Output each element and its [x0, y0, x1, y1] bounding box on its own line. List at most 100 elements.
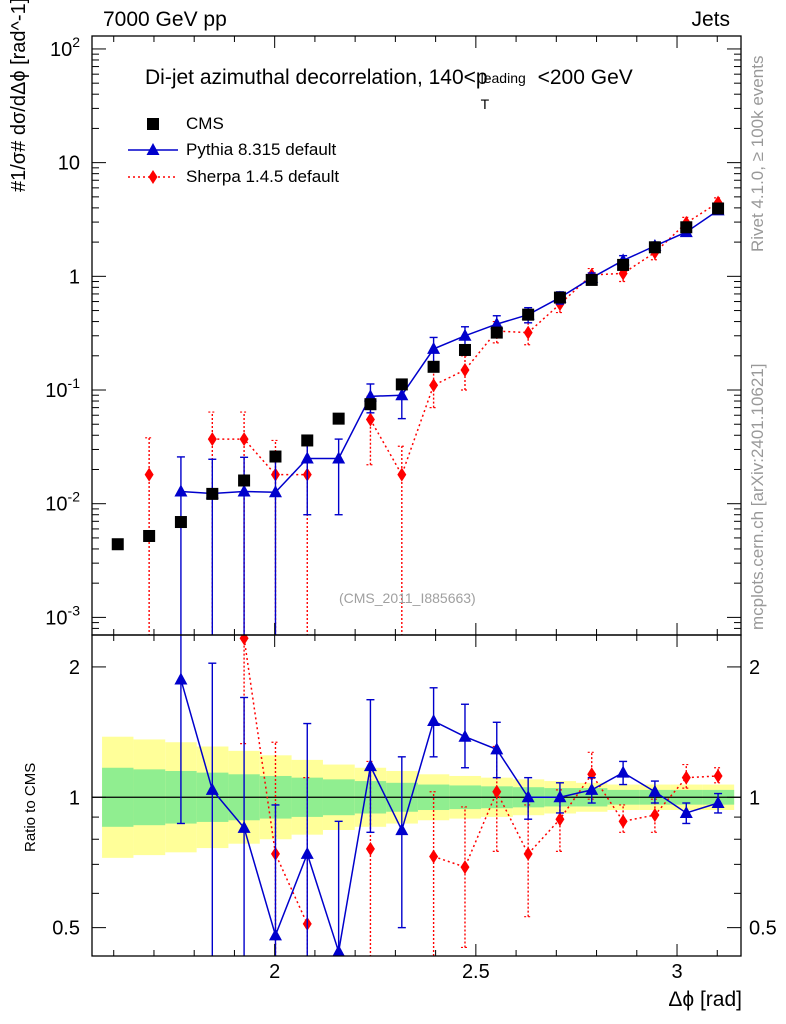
legend-marker-sherpa	[148, 170, 158, 184]
side-label-mcplots: mcplots.cern.ch [arXiv:2401.10621]	[748, 363, 767, 630]
chart-title: Di-jet azimuthal decorrelation, 140<p lea…	[145, 66, 633, 112]
cms-point	[490, 326, 503, 339]
pythia-ratio-point	[427, 714, 441, 727]
sherpa-ratio-point	[650, 808, 660, 823]
side-label-rivet: Rivet 4.1.0, ≥ 100k events	[748, 55, 767, 252]
sherpa-ratio-point	[681, 770, 691, 785]
cms-point	[712, 202, 725, 215]
ratio-y-tick-label-left: 2	[69, 657, 80, 679]
ratio-panel	[92, 635, 741, 956]
pythia-line	[180, 209, 719, 495]
ratio-y-tick-label-right: 0.5	[749, 918, 777, 940]
header-left-label: 7000 GeV pp	[103, 8, 227, 31]
cms-point	[301, 434, 314, 447]
main-y-tick-label: 10-3	[45, 602, 80, 629]
sherpa-point	[144, 467, 154, 482]
pythia-ratio-point	[363, 759, 377, 772]
pythia-point	[395, 388, 409, 401]
pythia-ratio-point	[268, 928, 282, 941]
pythia-point	[332, 451, 346, 464]
sherpa-ratio-point	[555, 812, 565, 827]
cms-point	[332, 412, 345, 425]
ratio-y-tick-label-left: 0.5	[52, 918, 80, 940]
legend-entry-sherpa: Sherpa 1.4.5 default	[186, 167, 340, 186]
legend-marker-cms	[147, 118, 159, 130]
sherpa-ratio-point	[492, 784, 502, 799]
cms-point	[143, 529, 156, 542]
pythia-ratio-point	[395, 823, 409, 836]
sherpa-point	[207, 432, 217, 447]
cms-point	[395, 378, 408, 391]
x-axis-label: Δϕ [rad]	[668, 988, 742, 1011]
ratio-y-tick-label-left: 1	[69, 787, 80, 809]
watermark: (CMS_2011_I885663)	[339, 590, 476, 606]
pythia-ratio-point	[616, 765, 630, 778]
cms-point	[364, 398, 377, 411]
header-right-label: Jets	[691, 8, 730, 31]
cms-point	[522, 308, 535, 321]
main-panel	[111, 195, 725, 635]
ratio-frame	[91, 634, 742, 957]
pythia-ratio-point	[300, 846, 314, 859]
cms-point	[206, 487, 219, 500]
main-y-tick-label: 1	[69, 266, 80, 288]
cms-point	[427, 360, 440, 373]
cms-point	[585, 273, 598, 286]
cms-point	[617, 258, 630, 271]
legend-entry-pythia: Pythia 8.315 default	[186, 140, 337, 159]
ratio-y-tick-label-right: 2	[749, 657, 760, 679]
sherpa-ratio-point	[365, 841, 375, 856]
sherpa-ratio-point	[713, 768, 723, 783]
sherpa-point	[460, 362, 470, 377]
pythia-point	[458, 328, 472, 341]
pythia-point	[174, 484, 188, 497]
pythia-point	[237, 484, 251, 497]
legend-marker-pythia	[146, 143, 160, 155]
cms-point	[680, 221, 693, 234]
ratio-y-tick-label-right: 1	[749, 787, 760, 809]
pythia-ratio-point	[679, 805, 693, 818]
cms-point	[553, 291, 566, 304]
x-tick-label: 2	[269, 961, 280, 983]
sherpa-ratio-point	[429, 849, 439, 864]
main-y-tick-label: 10-1	[45, 375, 80, 402]
pythia-ratio-point	[585, 782, 599, 795]
sherpa-point	[397, 467, 407, 482]
pythia-ratio-point	[553, 790, 567, 803]
pythia-point	[300, 451, 314, 464]
axes-frames: 2 2.5 3 10-3 10-2 10-1 1 10 102 0.5 0.5 1 1 2 2	[45, 34, 777, 983]
pythia-ratio-point	[237, 820, 251, 833]
sherpa-point	[365, 412, 375, 427]
main-y-tick-label: 102	[50, 34, 80, 61]
pythia-ratio-point	[521, 790, 535, 803]
sherpa-ratio-point	[239, 635, 249, 646]
ratio-y-axis-label: Ratio to CMS	[22, 762, 39, 852]
pythia-ratio-point	[648, 784, 662, 797]
pythia-ratio-point	[458, 729, 472, 742]
sherpa-ratio-point	[460, 860, 470, 875]
cms-point	[269, 450, 282, 463]
main-y-axis-label: #1/σ# dσ/dΔϕ [rad^-1]	[8, 0, 30, 192]
pythia-ratio-point	[174, 672, 188, 685]
pythia-ratio-point	[490, 742, 504, 755]
pythia-ratio-point	[332, 944, 345, 956]
pythia-ratio-point	[711, 796, 725, 809]
main-y-tick-label: 10-2	[45, 489, 80, 516]
x-tick-label: 2.5	[462, 961, 490, 983]
pythia-point	[490, 317, 504, 330]
legend-entry-cms: CMS	[186, 114, 224, 133]
cms-point	[458, 343, 471, 356]
cms-point	[238, 474, 251, 487]
pythia-point	[268, 485, 282, 498]
cms-point	[111, 538, 124, 551]
pythia-point	[427, 341, 441, 354]
cms-point	[648, 241, 661, 254]
sherpa-ratio-point	[618, 814, 628, 829]
sherpa-ratio-point	[523, 846, 533, 861]
sherpa-point	[239, 432, 249, 447]
sherpa-point	[523, 325, 533, 340]
x-tick-label: 3	[671, 961, 682, 983]
cms-point	[174, 516, 187, 529]
pythia-ratio-point	[205, 782, 219, 795]
